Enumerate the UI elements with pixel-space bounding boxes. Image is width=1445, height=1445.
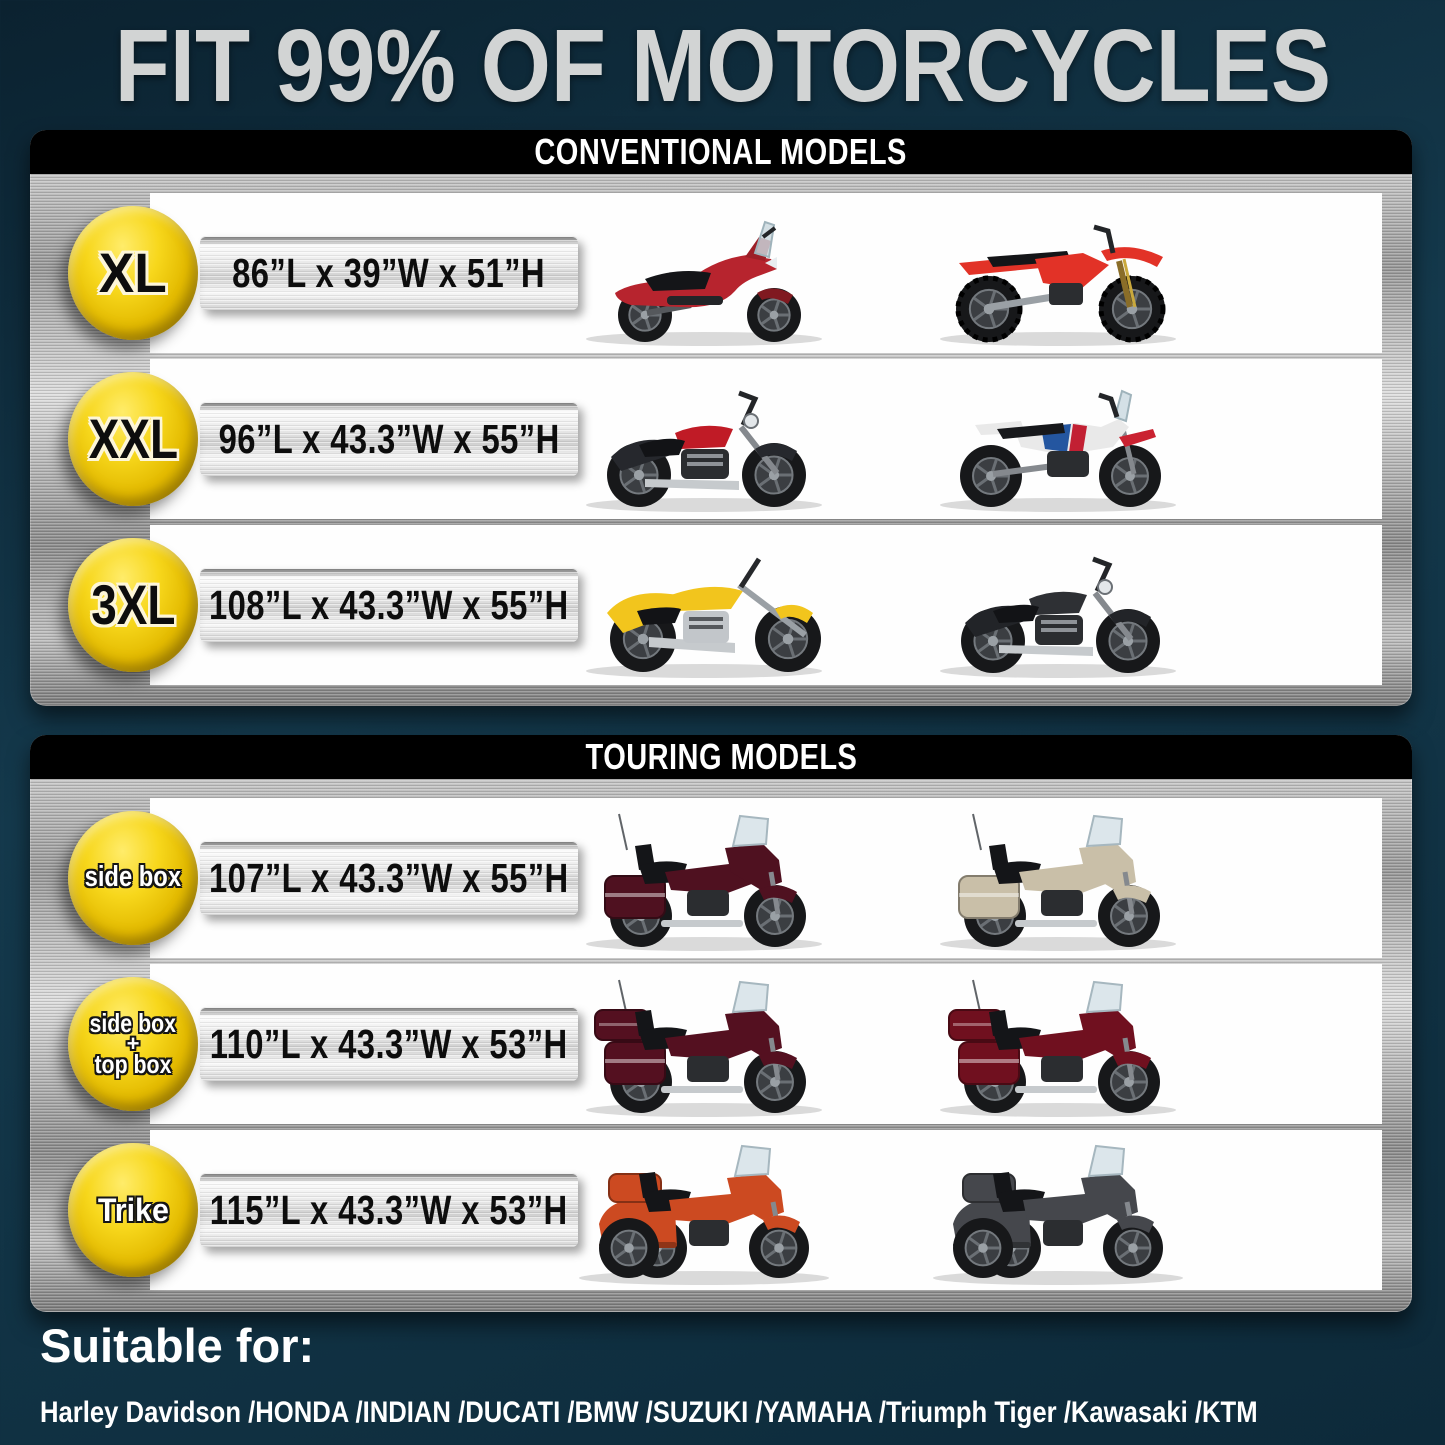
suitable-for-label: Suitable for: xyxy=(40,1319,315,1372)
dimensions-bar-side-box-top-box: 110”L x 43.3”W x 53”H xyxy=(200,1007,578,1081)
size-badge-text: side box xyxy=(89,1007,177,1038)
dimensions-bar-xxl: 96”L x 43.3”W x 55”H xyxy=(200,402,578,476)
brand-list-row: Harley Davidson /HONDA /INDIAN /DUCATI /… xyxy=(40,1396,1445,1430)
conventional-models-header-text: CONVENTIONAL MODELS xyxy=(534,131,908,172)
size-badge-trike: Trike xyxy=(68,1143,198,1277)
white-adventure-tourer-image xyxy=(908,363,1208,515)
dimensions-text: 108”L x 43.3”W x 55”H xyxy=(209,581,569,628)
size-badge-text: XXL xyxy=(88,407,178,471)
maroon-full-dress-touring-image xyxy=(554,968,854,1120)
dimensions-text: 86”L x 39”W x 51”H xyxy=(232,249,546,296)
dark-red-goldwing-touring-image xyxy=(908,968,1208,1120)
dimensions-text: 115”L x 43.3”W x 53”H xyxy=(210,1186,568,1233)
size-badge-text: 3XL xyxy=(90,573,176,637)
orange-goldwing-trike-image xyxy=(554,1134,854,1286)
dimensions-text: 110”L x 43.3”W x 53”H xyxy=(210,1020,568,1067)
dimensions-bar-side-box: 107”L x 43.3”W x 55”H xyxy=(200,841,578,915)
conventional-models-panel: CONVENTIONAL MODELS XL 86”L x 39”W x 51”H… xyxy=(30,130,1412,706)
size-row-3xl: 3XL 108”L x 43.3”W x 55”H xyxy=(68,525,1382,685)
black-cruiser-image xyxy=(908,529,1208,681)
red-dirt-bike-image xyxy=(908,197,1208,349)
size-row-xl: XL 86”L x 39”W x 51”H xyxy=(68,193,1382,353)
size-badge-3xl: 3XL xyxy=(68,538,198,672)
maroon-touring-sidebox-image xyxy=(554,802,854,954)
yellow-chopper-image xyxy=(554,529,854,681)
size-row-side-box: side box 107”L x 43.3”W x 55”H xyxy=(68,798,1382,958)
dimensions-bar-trike: 115”L x 43.3”W x 53”H xyxy=(200,1173,578,1247)
black-red-cruiser-image xyxy=(554,363,854,515)
size-badge-text: XL xyxy=(99,241,167,305)
dimensions-bar-3xl: 108”L x 43.3”W x 55”H xyxy=(200,568,578,642)
gray-harley-trike-image xyxy=(908,1134,1208,1286)
dimensions-bar-xl: 86”L x 39”W x 51”H xyxy=(200,236,578,310)
size-badge-xxl: XXL xyxy=(68,372,198,506)
size-row-trike: Trike 115”L x 43.3”W x 53”H xyxy=(68,1130,1382,1290)
dimensions-text: 107”L x 43.3”W x 55”H xyxy=(209,854,569,901)
size-row-side-box-top-box: side box + top box 110”L x 43.3”W x 53”H xyxy=(68,964,1382,1124)
page-title: FIT 99% OF MOTORCYCLES xyxy=(0,8,1445,124)
touring-models-panel: TOURING MODELS side box 107”L x 43.3”W x … xyxy=(30,735,1412,1312)
size-badge-xl: XL xyxy=(68,206,198,340)
size-badge-side-box-top-box: side box + top box xyxy=(68,977,198,1111)
brand-list: Harley Davidson /HONDA /INDIAN /DUCATI /… xyxy=(40,1396,1258,1429)
size-badge-text: + xyxy=(126,1030,140,1056)
conventional-models-header: CONVENTIONAL MODELS xyxy=(30,130,1412,174)
conventional-models-rows: XL 86”L x 39”W x 51”H XXL 96”L x 43.3”W x 5… xyxy=(30,174,1412,685)
tan-touring-bagger-image xyxy=(908,802,1208,954)
red-adv-scooter-image xyxy=(554,197,854,349)
dimensions-text: 96”L x 43.3”W x 55”H xyxy=(218,415,560,462)
size-row-xxl: XXL 96”L x 43.3”W x 55”H xyxy=(68,359,1382,519)
size-badge-text: Trike xyxy=(97,1191,169,1228)
touring-models-rows: side box 107”L x 43.3”W x 55”H side box + to… xyxy=(30,779,1412,1290)
size-badge-text: top box xyxy=(94,1049,172,1080)
size-badge-text: side box xyxy=(84,861,182,894)
page-title-text: FIT 99% OF MOTORCYCLES xyxy=(114,7,1331,124)
touring-models-header: TOURING MODELS xyxy=(30,735,1412,779)
size-badge-side-box: side box xyxy=(68,811,198,945)
touring-models-header-text: TOURING MODELS xyxy=(585,736,857,777)
